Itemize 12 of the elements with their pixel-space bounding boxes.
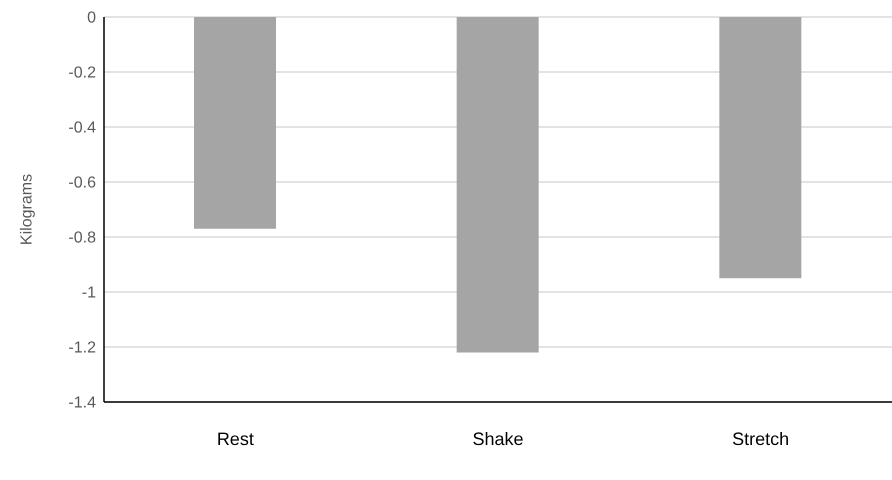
y-axis-title: Kilograms (18, 174, 36, 246)
y-tick-label: -0.4 (68, 120, 96, 137)
y-tick-label: -1 (82, 284, 96, 302)
y-tick-label: -1.2 (68, 340, 96, 357)
x-tick-label: Stretch (732, 428, 790, 449)
y-tick-label: -0.6 (68, 174, 96, 192)
y-tick-label: 0 (87, 10, 96, 27)
y-tick-label: -0.2 (68, 64, 96, 82)
x-tick-label: Shake (472, 428, 524, 449)
y-tick-label: -0.8 (68, 230, 96, 247)
y-tick-label: -1.4 (68, 394, 96, 412)
x-tick-label: Rest (216, 428, 254, 449)
